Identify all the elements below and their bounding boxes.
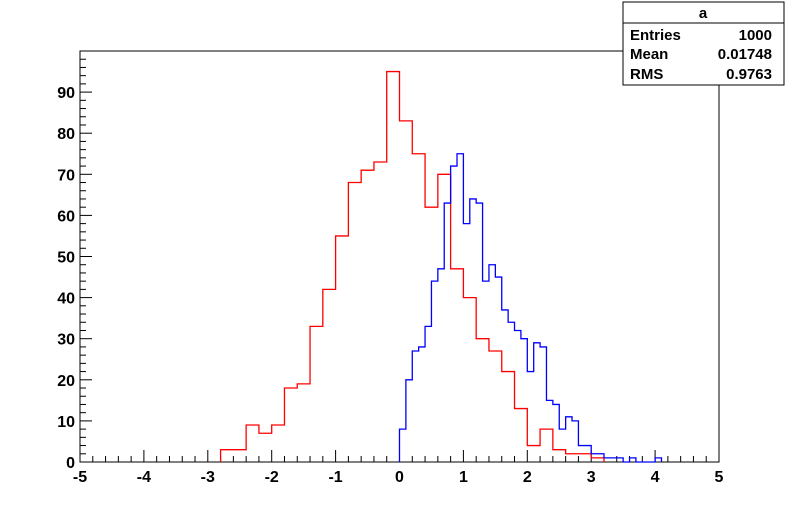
histogram-bin bbox=[259, 433, 272, 462]
histogram-bin bbox=[425, 207, 438, 462]
y-tick-label: 40 bbox=[57, 291, 75, 308]
histogram-bin bbox=[387, 72, 400, 462]
histogram-series bbox=[398, 153, 663, 463]
histogram-bin bbox=[476, 203, 482, 462]
histogram-bin bbox=[457, 154, 463, 462]
histogram-bin bbox=[431, 281, 437, 462]
stats-title: a bbox=[699, 5, 708, 22]
histogram-bin bbox=[451, 269, 464, 462]
x-tick-label: 3 bbox=[587, 469, 596, 486]
histogram-bin bbox=[566, 454, 579, 462]
histogram-bin bbox=[246, 425, 259, 462]
x-tick-label: 2 bbox=[523, 469, 532, 486]
histogram-bin bbox=[540, 347, 546, 462]
stats-box-frame bbox=[622, 1, 785, 86]
histogram-bin bbox=[419, 347, 425, 462]
histogram-bin bbox=[527, 446, 540, 462]
y-tick-label: 60 bbox=[57, 208, 75, 225]
histogram-bin bbox=[463, 224, 469, 462]
histogram-bin bbox=[336, 236, 349, 462]
histogram-outline bbox=[398, 153, 663, 463]
histogram-bin bbox=[508, 322, 514, 462]
histogram-bin bbox=[284, 388, 297, 462]
histogram-bin bbox=[559, 429, 565, 462]
stats-mean-value: 0.01748 bbox=[718, 46, 772, 63]
y-tick-label: 30 bbox=[57, 332, 75, 349]
histogram-bin bbox=[572, 421, 578, 462]
x-tick-label: 1 bbox=[459, 469, 468, 486]
histogram-bin bbox=[374, 162, 387, 462]
histogram-bin bbox=[221, 450, 234, 462]
stats-entries-value: 1000 bbox=[739, 27, 772, 44]
x-tick-label: -4 bbox=[137, 469, 151, 486]
histogram-outline bbox=[219, 70, 605, 462]
y-tick-label: 50 bbox=[57, 250, 75, 267]
stats-box: a Entries 1000 Mean 0.01748 RMS 0.9763 bbox=[622, 1, 785, 86]
histogram-bin bbox=[502, 372, 515, 462]
x-tick-label: -3 bbox=[201, 469, 215, 486]
x-tick-label: 0 bbox=[395, 469, 404, 486]
y-tick-label: 90 bbox=[57, 85, 75, 102]
histogram-bin bbox=[348, 183, 361, 462]
histogram-bin bbox=[272, 425, 285, 462]
histogram-bin bbox=[470, 199, 476, 462]
histogram-series-group bbox=[219, 70, 663, 463]
x-axis: -5 -4 -3 -2 -1 0 1 2 3 4 5 bbox=[73, 450, 724, 486]
histogram-bin bbox=[540, 429, 553, 462]
histogram-bin bbox=[527, 372, 533, 462]
histogram-bin bbox=[310, 326, 323, 462]
stats-entries-label: Entries bbox=[630, 27, 681, 44]
x-tick-label: -5 bbox=[73, 469, 87, 486]
histogram-bin bbox=[515, 330, 521, 462]
histogram-bin bbox=[546, 400, 552, 462]
histogram-bin bbox=[412, 351, 418, 462]
y-tick-label: 20 bbox=[57, 373, 75, 390]
y-tick-label: 10 bbox=[57, 414, 75, 431]
stats-rms-value: 0.9763 bbox=[726, 66, 772, 83]
histogram-bin bbox=[451, 166, 457, 462]
histogram-bin bbox=[489, 265, 495, 462]
histogram-bin bbox=[361, 170, 374, 462]
histogram-bin bbox=[495, 277, 501, 462]
histogram-bin bbox=[476, 339, 489, 462]
histogram-bin bbox=[412, 154, 425, 462]
histogram-bin bbox=[438, 269, 444, 462]
x-tick-label: -1 bbox=[328, 469, 342, 486]
histogram-bin bbox=[444, 203, 450, 462]
histogram-bin bbox=[502, 310, 508, 462]
histogram-bin bbox=[425, 326, 431, 462]
histogram-bin bbox=[297, 384, 310, 462]
histogram-bin bbox=[233, 450, 246, 462]
histogram-bin bbox=[323, 289, 336, 462]
stats-rms-label: RMS bbox=[630, 66, 663, 83]
histogram-bin bbox=[406, 380, 412, 462]
y-axis: 0 10 20 30 40 50 60 70 80 90 bbox=[57, 50, 92, 472]
histogram-bin bbox=[483, 281, 489, 462]
y-tick-label: 0 bbox=[66, 455, 75, 472]
histogram-bin bbox=[578, 454, 591, 462]
y-tick-label: 70 bbox=[57, 167, 75, 184]
x-tick-label: 5 bbox=[715, 469, 724, 486]
histogram-bin bbox=[463, 298, 476, 462]
histogram-bin bbox=[515, 409, 528, 462]
histogram-bin bbox=[489, 351, 502, 462]
histogram-bin bbox=[566, 417, 572, 462]
y-tick-label: 80 bbox=[57, 126, 75, 143]
stats-mean-label: Mean bbox=[630, 46, 668, 63]
histogram-bin bbox=[534, 343, 540, 462]
histogram-series bbox=[219, 70, 605, 462]
histogram-bin bbox=[553, 450, 566, 462]
x-tick-label: 4 bbox=[651, 469, 660, 486]
histogram-bin bbox=[521, 339, 527, 462]
x-tick-label: -2 bbox=[265, 469, 279, 486]
histogram-bin bbox=[553, 404, 559, 462]
histogram-bin bbox=[400, 429, 406, 462]
